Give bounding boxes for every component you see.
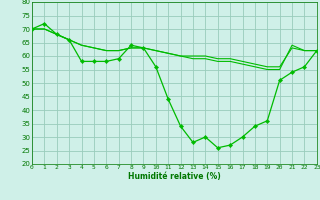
X-axis label: Humidité relative (%): Humidité relative (%) xyxy=(128,172,221,181)
